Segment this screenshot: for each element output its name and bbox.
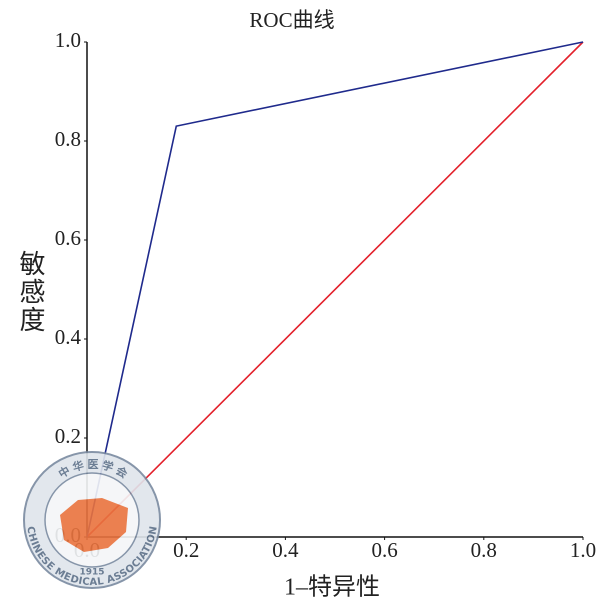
- y-tick-label: 1.0: [55, 28, 81, 52]
- x-tick-label: 0.4: [272, 538, 299, 562]
- x-tick-label: 0.8: [471, 538, 497, 562]
- chart-title: ROC曲线: [249, 8, 334, 32]
- watermark-logo: 中 华 医 学 会 CHINESE MEDICAL ASSOCIATION 19…: [23, 451, 161, 589]
- y-tick-label: 0.6: [55, 226, 81, 250]
- y-axis-label: 敏感度: [16, 250, 45, 334]
- y-tick-label: 0.2: [55, 424, 81, 448]
- roc-line: [86, 41, 584, 538]
- x-tick-label: 0.2: [173, 538, 199, 562]
- y-tick-label: 0.4: [55, 325, 82, 349]
- y-tick-label: 0.8: [55, 127, 81, 151]
- roc-line: [86, 41, 584, 538]
- x-tick-label: 1.0: [570, 538, 596, 562]
- watermark-year: 1915: [79, 568, 104, 578]
- x-axis-label: 1–特异性: [284, 574, 380, 601]
- x-tick-label: 0.6: [371, 538, 397, 562]
